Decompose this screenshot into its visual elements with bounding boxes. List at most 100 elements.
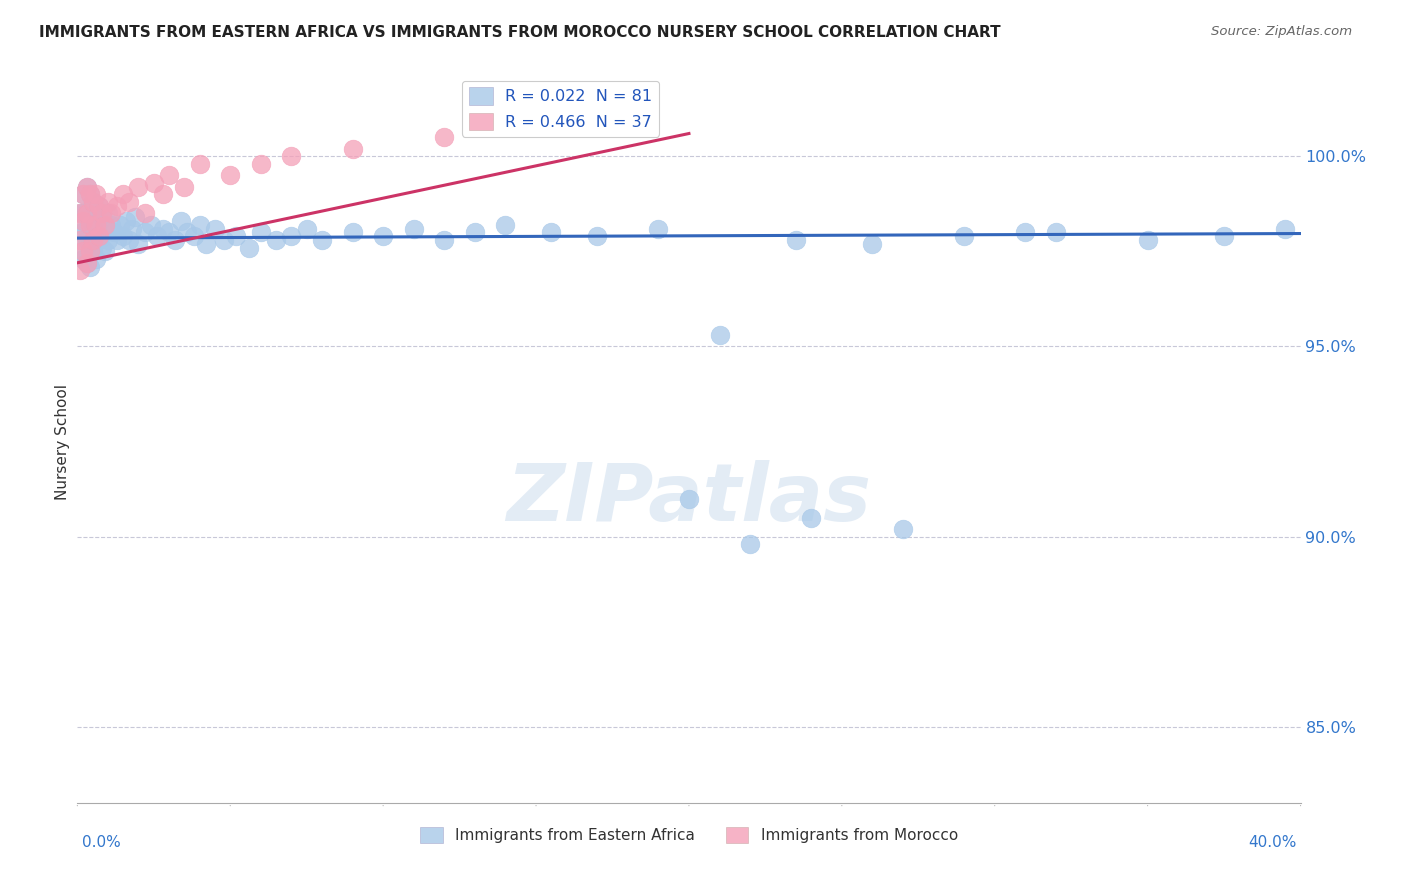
Point [152,187,174,202]
Point [953,229,976,244]
Point [586,229,609,244]
Point [84,206,107,220]
Point [740,537,762,551]
Point [219,169,242,183]
Point [97,194,120,209]
Point [647,221,669,235]
Point [1136,233,1159,247]
Point [72,214,94,228]
Text: 0.0%: 0.0% [82,836,121,850]
Point [115,214,138,228]
Point [72,226,94,240]
Point [79,236,101,251]
Point [69,226,91,240]
Point [69,244,91,259]
Point [250,226,273,240]
Point [280,229,302,244]
Point [112,229,135,244]
Point [94,244,117,259]
Point [204,221,226,235]
Point [87,233,110,247]
Text: Source: ZipAtlas.com: Source: ZipAtlas.com [1212,25,1353,38]
Point [495,218,517,232]
Point [402,221,425,235]
Point [146,229,169,244]
Point [100,206,122,220]
Point [82,218,104,232]
Point [97,206,120,220]
Point [84,252,107,266]
Point [295,221,318,235]
Point [678,491,700,506]
Point [280,149,302,163]
Point [139,218,162,232]
Point [97,233,120,247]
Point [540,226,562,240]
Point [152,221,174,235]
Point [183,229,205,244]
Point [84,229,107,244]
Point [105,233,128,247]
Point [82,244,104,259]
Point [173,179,195,194]
Point [311,233,333,247]
Point [188,157,211,171]
Point [90,210,112,224]
Point [94,218,117,232]
Point [108,218,131,232]
Point [76,179,98,194]
Point [87,229,110,244]
Point [127,179,149,194]
Point [800,510,823,524]
Point [709,328,731,343]
Point [342,142,364,156]
Point [100,218,122,232]
Point [94,218,117,232]
Point [76,233,98,247]
Point [72,244,94,259]
Point [124,210,146,224]
Point [891,522,914,536]
Point [1045,226,1067,240]
Point [157,226,180,240]
Point [69,233,91,247]
Point [238,241,260,255]
Point [72,252,94,266]
Point [84,218,107,232]
Point [82,233,104,247]
Point [188,218,211,232]
Point [79,214,101,228]
Text: 40.0%: 40.0% [1249,836,1296,850]
Point [134,206,156,220]
Text: IMMIGRANTS FROM EASTERN AFRICA VS IMMIGRANTS FROM MOROCCO NURSERY SCHOOL CORRELA: IMMIGRANTS FROM EASTERN AFRICA VS IMMIGR… [39,25,1001,40]
Point [1014,226,1036,240]
Point [76,179,98,194]
Point [433,130,456,145]
Point [69,206,91,220]
Point [121,221,143,235]
Point [157,169,180,183]
Point [1213,229,1236,244]
Point [127,236,149,251]
Point [170,214,193,228]
Point [76,256,98,270]
Point [264,233,287,247]
Point [79,218,101,232]
Point [464,226,486,240]
Point [87,199,110,213]
Point [785,233,807,247]
Point [69,263,91,277]
Point [90,206,112,220]
Point [134,226,156,240]
Point [225,229,247,244]
Point [76,206,98,220]
Point [118,233,141,247]
Point [103,226,125,240]
Point [72,187,94,202]
Point [250,157,273,171]
Text: ZIPatlas: ZIPatlas [506,460,872,539]
Point [79,187,101,202]
Point [90,241,112,255]
Point [371,229,394,244]
Point [79,260,101,274]
